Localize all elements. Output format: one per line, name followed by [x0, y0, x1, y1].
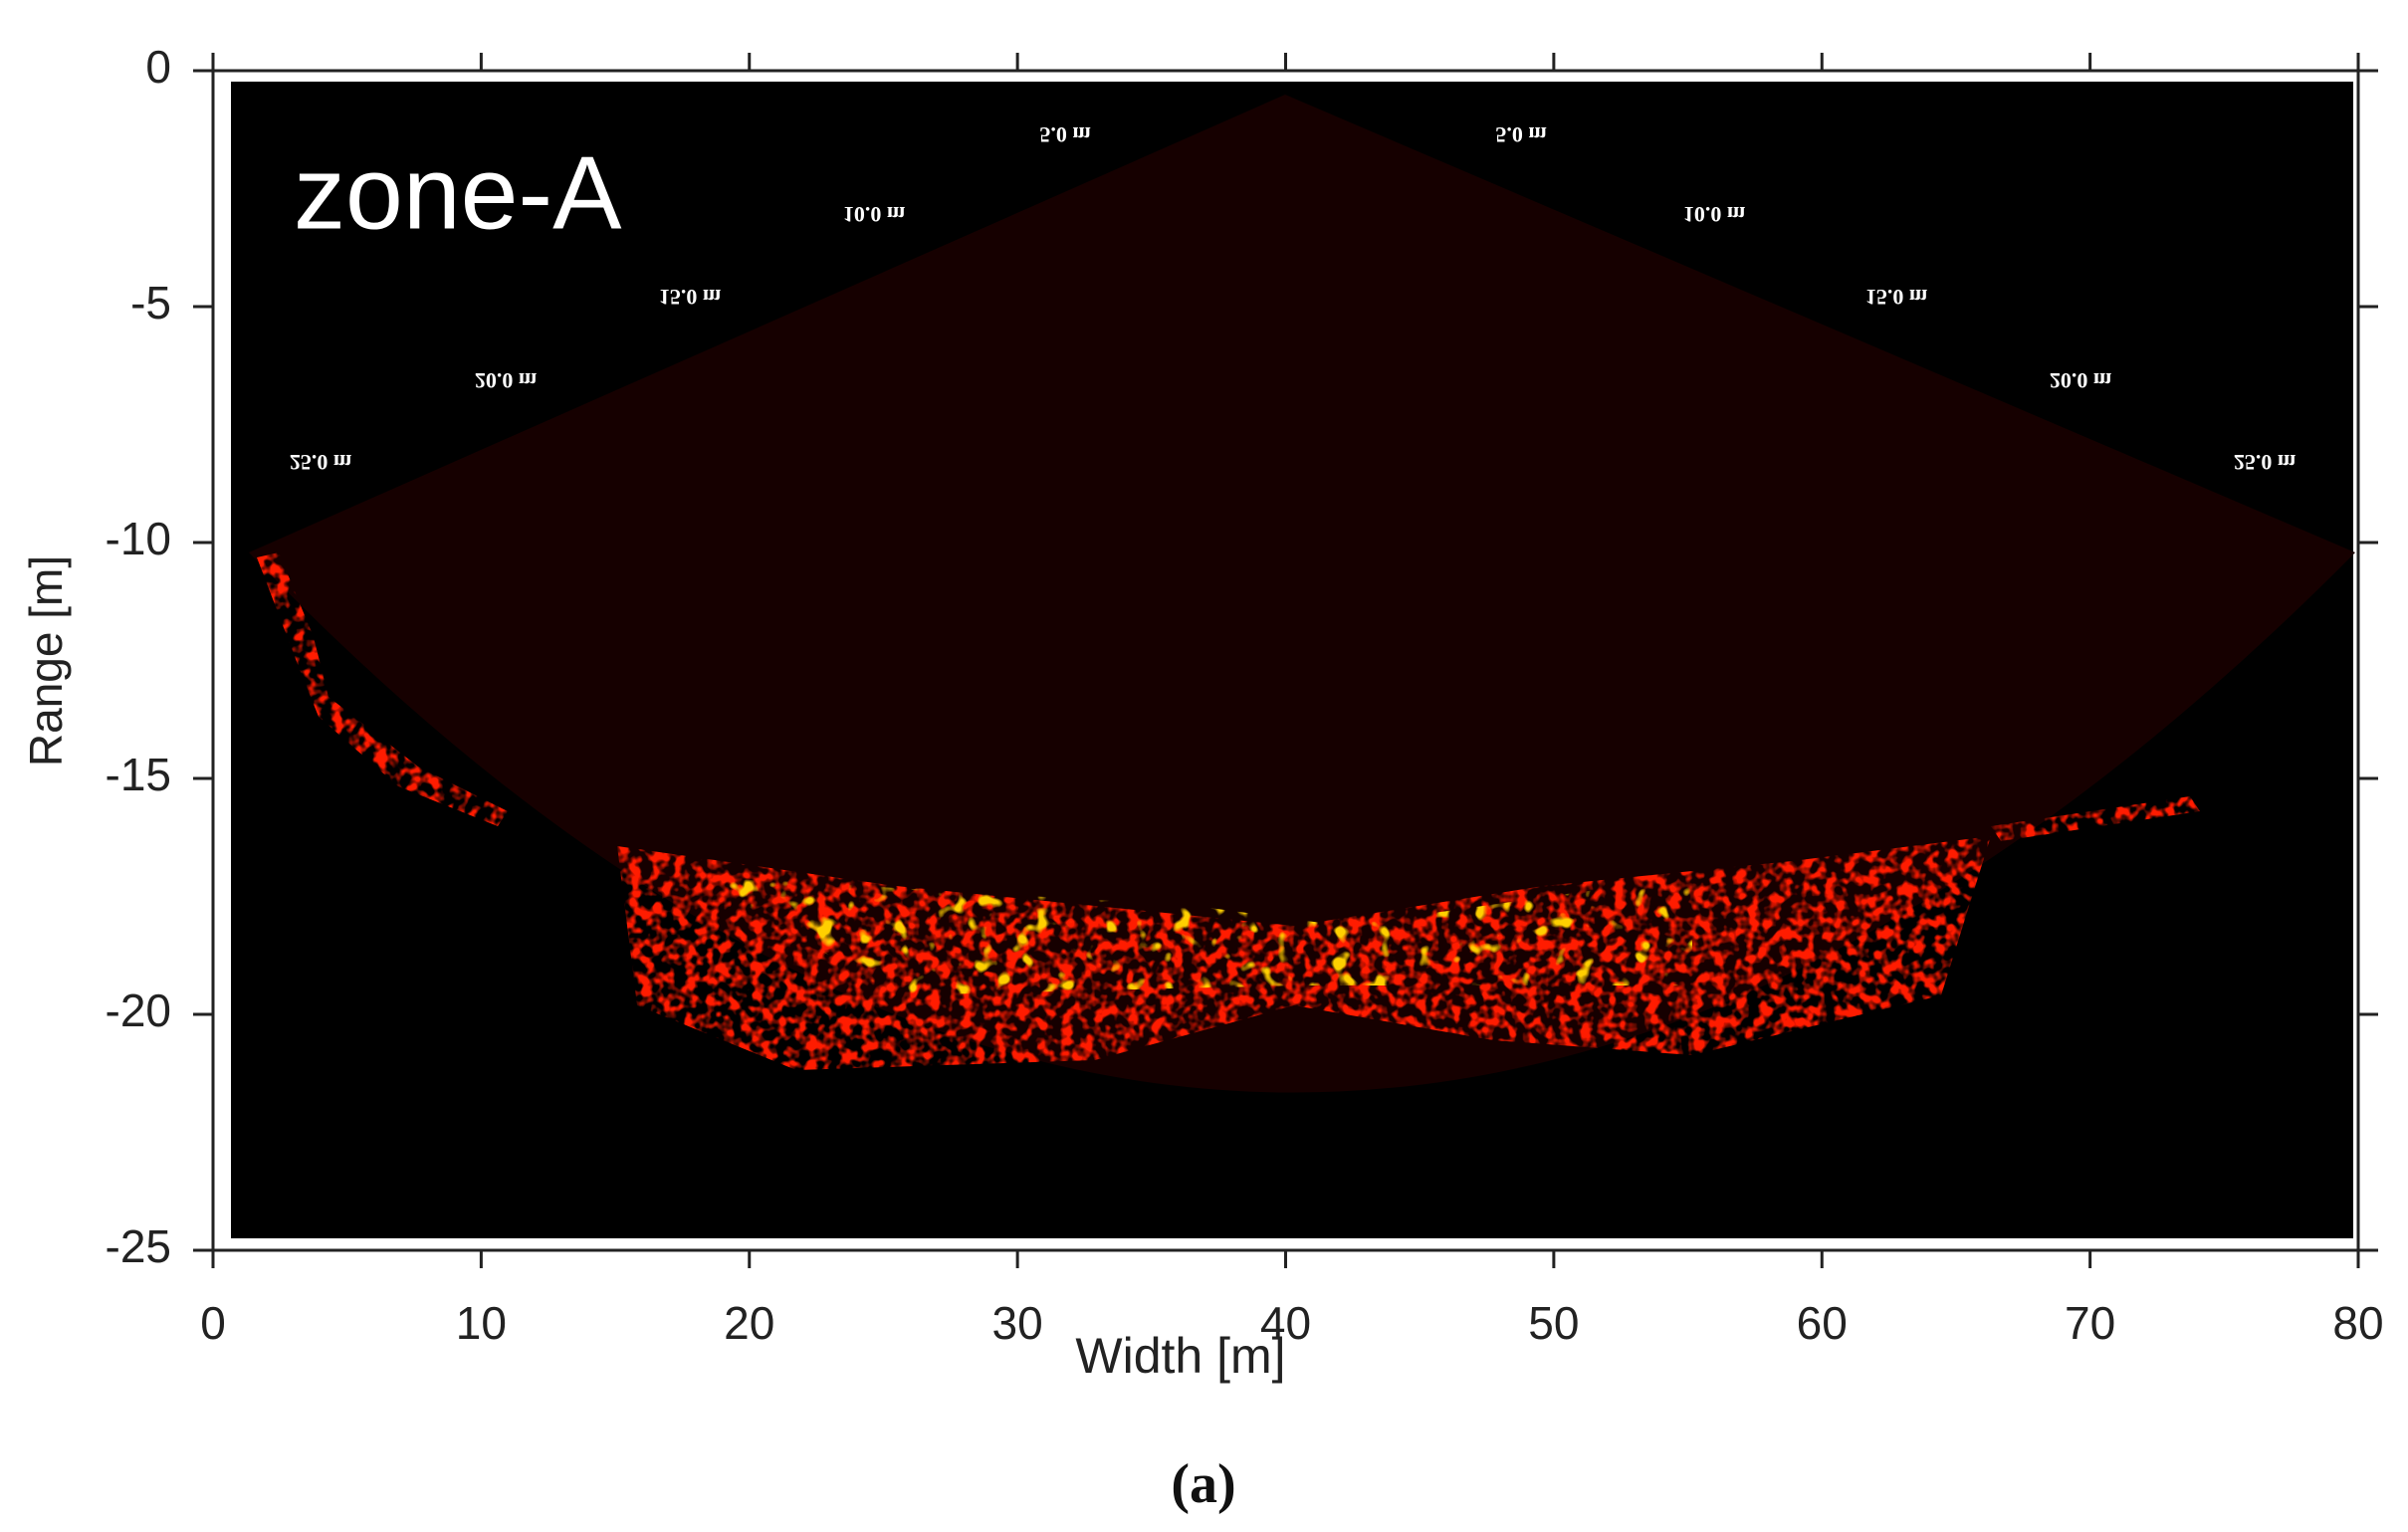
ring-label: 15.0 m: [659, 285, 721, 310]
range-rings: 5.0 m 5.0 m 10.0 m 10.0 m 15.0 m 15.0 m …: [290, 122, 2296, 475]
x-tick-label: 70: [2065, 1297, 2115, 1349]
x-tick-label: 50: [1528, 1297, 1579, 1349]
x-tick-label: 20: [724, 1297, 774, 1349]
x-tick-label: 40: [1260, 1297, 1311, 1349]
y-tick-label: -5: [130, 277, 171, 328]
ring-label: 25.0 m: [2234, 450, 2296, 475]
caption: (a): [1171, 1453, 1235, 1515]
x-tick-label: 60: [1797, 1297, 1848, 1349]
ring-label: 15.0 m: [1865, 285, 1927, 310]
y-tick-label: -10: [106, 513, 171, 564]
right-echo: [1991, 796, 2200, 841]
y-tick-label: -25: [106, 1220, 171, 1272]
wall-echo: [257, 552, 508, 826]
ring-label: 10.0 m: [1683, 202, 1745, 227]
sonar-fan: [249, 95, 2355, 1093]
y-axis-label: Range [m]: [20, 555, 72, 766]
ring-label: 5.0 m: [1495, 122, 1546, 147]
annotation: zone-A: [294, 135, 622, 251]
ring-label: 25.0 m: [290, 450, 351, 475]
x-tick-label: 0: [200, 1297, 226, 1349]
y-tick-label: -20: [106, 985, 171, 1036]
y-tick-label: 0: [145, 41, 171, 93]
x-tick-label: 10: [456, 1297, 507, 1349]
x-tick-label: 80: [2332, 1297, 2383, 1349]
echo: [257, 552, 2200, 1070]
y-tick-label: -15: [106, 749, 171, 800]
x-axis-label: Width [m]: [1075, 1328, 1285, 1384]
seabed-hot: [697, 876, 1692, 995]
ring-label: 10.0 m: [843, 202, 905, 227]
ring-label: 20.0 m: [475, 368, 537, 393]
ring-label: 20.0 m: [2050, 368, 2111, 393]
ring-label: 5.0 m: [1039, 122, 1090, 147]
x-tick-label: 30: [992, 1297, 1043, 1349]
